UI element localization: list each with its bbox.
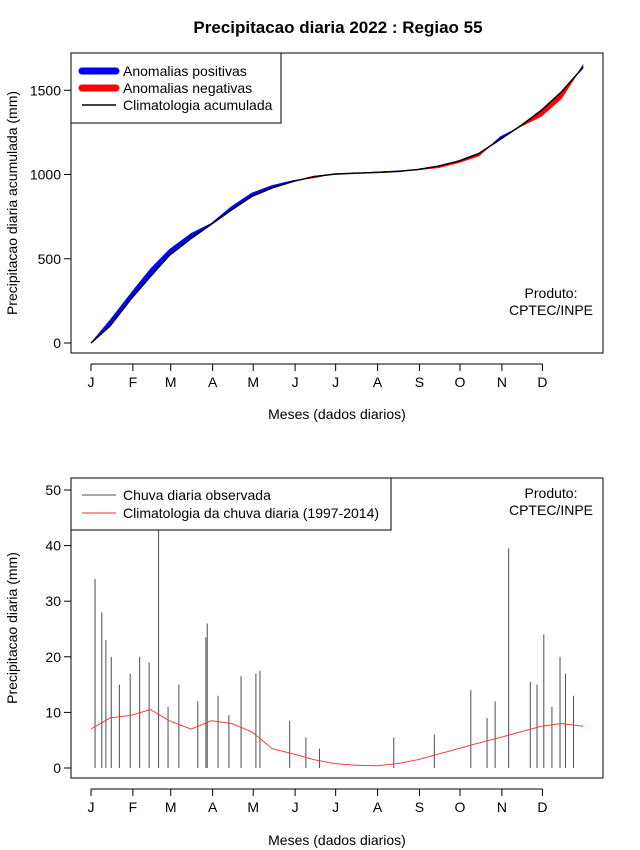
cumulative-x-tick-label: J xyxy=(332,374,339,390)
daily-y-tick-label: 50 xyxy=(45,482,61,498)
cumulative-x-tick-label: F xyxy=(129,374,138,390)
cumulative-climatology-line xyxy=(90,67,584,344)
daily-y-tick-label: 40 xyxy=(45,538,61,554)
daily-legend: Chuva diaria observada Climatologia da c… xyxy=(70,477,392,531)
cumulative-legend: Anomalias positivas Anomalias negativas … xyxy=(70,52,282,124)
daily-climatology-line xyxy=(90,709,584,767)
daily-chart: 0 10 20 30 40 50 J F M A M J J A S O N D Meses (dados di… xyxy=(4,477,604,848)
cumulative-x-tick-label: D xyxy=(537,374,547,390)
cumulative-chart: 0 500 1000 1500 J F M A M J J A S O N D Meses (dados d… xyxy=(4,52,604,422)
figure-title: Precipitacao diaria 2022 : Regiao 55 xyxy=(193,18,482,37)
daily-x-tick-label: O xyxy=(455,799,466,815)
daily-y-tick-label: 0 xyxy=(53,760,61,776)
daily-x-tick-label: M xyxy=(165,799,177,815)
cumulative-y-axis-label: Precipitacao diaria acumulada (mm) xyxy=(4,91,20,315)
daily-x-tick-label: A xyxy=(208,799,218,815)
legend-label-negative: Anomalias negativas xyxy=(123,80,252,96)
cumulative-x-tick-label: M xyxy=(247,374,259,390)
cumulative-y-tick-label: 0 xyxy=(53,335,61,351)
daily-x-tick-label: J xyxy=(332,799,339,815)
daily-product-source: CPTEC/INPE xyxy=(509,502,593,518)
cumulative-x-tick-label: A xyxy=(373,374,383,390)
daily-x-tick-label: A xyxy=(373,799,383,815)
cumulative-x-tick-label: J xyxy=(88,374,95,390)
daily-y-tick-label: 30 xyxy=(45,593,61,609)
daily-y-tick-label: 10 xyxy=(45,704,61,720)
daily-x-tick-label: F xyxy=(129,799,138,815)
daily-x-tick-label: J xyxy=(88,799,95,815)
daily-x-tick-label: J xyxy=(292,799,299,815)
daily-x-tick-label: N xyxy=(497,799,507,815)
legend-label-positive: Anomalias positivas xyxy=(123,63,247,79)
cumulative-product-label: Produto: xyxy=(525,285,578,301)
daily-x-tick-label: D xyxy=(537,799,547,815)
cumulative-x-tick-label: M xyxy=(165,374,177,390)
daily-legend-box xyxy=(70,477,392,531)
daily-y-axis: 0 10 20 30 40 50 xyxy=(45,482,72,776)
daily-y-axis-label: Precipitacao diaria (mm) xyxy=(4,552,20,704)
cumulative-x-tick-label: O xyxy=(455,374,466,390)
cumulative-y-tick-label: 1500 xyxy=(30,82,61,98)
cumulative-x-tick-label: N xyxy=(497,374,507,390)
legend-label-climatology: Climatologia acumulada xyxy=(123,97,273,113)
daily-product-label: Produto: xyxy=(525,485,578,501)
daily-observed-bars xyxy=(94,528,575,768)
legend-label-observed: Chuva diaria observada xyxy=(123,487,271,503)
daily-x-tick-label: M xyxy=(247,799,259,815)
cumulative-product-source: CPTEC/INPE xyxy=(509,302,593,318)
daily-x-tick-label: S xyxy=(415,799,424,815)
cumulative-y-tick-label: 500 xyxy=(38,251,62,267)
daily-x-axis-label: Meses (dados diarios) xyxy=(268,832,406,848)
cumulative-x-tick-label: J xyxy=(292,374,299,390)
cumulative-y-tick-label: 1000 xyxy=(30,167,61,183)
daily-y-tick-label: 20 xyxy=(45,649,61,665)
legend-label-daily-climatology: Climatologia da chuva diaria (1997-2014) xyxy=(123,505,379,521)
cumulative-x-axis-label: Meses (dados diarios) xyxy=(268,406,406,422)
cumulative-y-axis: 0 500 1000 1500 xyxy=(30,82,72,351)
cumulative-x-tick-label: A xyxy=(208,374,218,390)
cumulative-x-tick-label: S xyxy=(415,374,424,390)
